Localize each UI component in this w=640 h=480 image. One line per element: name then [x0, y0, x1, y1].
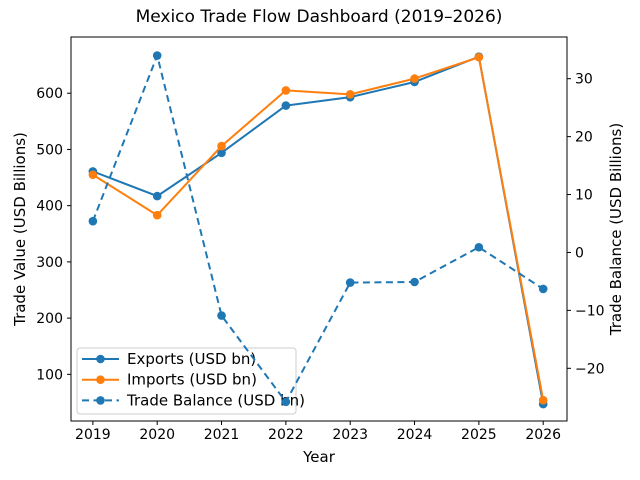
imports-usd-bn-marker: [281, 86, 291, 95]
exports-usd-bn-marker: [152, 191, 162, 201]
legend-label-trade-balance-usd-bn: Trade Balance (USD bn): [126, 391, 305, 409]
imports-usd-bn-marker: [410, 74, 419, 83]
legend-marker-trade-balance-usd-bn: [96, 396, 105, 405]
trade-balance-usd-bn-line: [91, 54, 544, 403]
x-tick-label: 2022: [268, 427, 304, 443]
trade-balance-usd-bn-marker: [410, 277, 419, 287]
y-right-axis-label: Trade Balance (USD Billions): [607, 123, 625, 336]
y-left-tick-label: 400: [36, 199, 63, 215]
y-right-tick-label: 30: [575, 72, 593, 88]
x-tick-label: 2025: [461, 427, 497, 443]
trade-balance-usd-bn-marker: [281, 397, 291, 407]
y-left-tick-label: 500: [36, 142, 63, 158]
trade-balance-usd-bn-marker: [474, 242, 484, 252]
imports-usd-bn-marker: [474, 52, 484, 62]
chart-title: Mexico Trade Flow Dashboard (2019–2026): [135, 7, 503, 27]
x-tick-label: 2023: [332, 427, 368, 443]
y-right-tick-label: 0: [575, 245, 584, 261]
trade-balance-usd-bn-marker: [345, 278, 355, 287]
axis-labels: Year Trade Value (USD Billions) Trade Bala…: [11, 123, 625, 466]
trade-balance-usd-bn-marker: [538, 284, 548, 294]
y-right-tick-label: 10: [575, 188, 593, 204]
legend-marker-exports-usd-bn: [96, 354, 105, 364]
axes-spines: [70, 36, 568, 422]
trade-balance-usd-bn-marker: [88, 216, 98, 226]
y-left-tick-label: 100: [36, 367, 63, 383]
y-left-tick-label: 600: [36, 86, 63, 102]
legend-label-exports-usd-bn: Exports (USD bn): [127, 350, 256, 368]
trade-balance-usd-bn-marker: [217, 311, 226, 320]
exports-usd-bn-marker: [281, 101, 291, 110]
axis-tick-labels: 2019 2020 2021 2022 2023 2024 2025 202610020030…: [36, 72, 604, 443]
exports-usd-bn-marker: [217, 148, 226, 158]
x-axis-label: Year: [302, 448, 336, 466]
imports-usd-bn-series: [88, 52, 548, 405]
trade-balance-usd-bn-marker: [152, 51, 162, 60]
y-left-tick-label: 300: [36, 255, 63, 271]
imports-usd-bn-marker: [345, 90, 355, 99]
y-left-axis-label: Trade Value (USD Billions): [11, 132, 29, 327]
legend-marker-imports-usd-bn: [96, 375, 105, 385]
y-right-tick-label: −20: [575, 361, 605, 377]
imports-usd-bn-marker: [88, 170, 98, 180]
legend: Exports (USD bn) Imports (USD bn) Trade Ba…: [76, 347, 305, 415]
imports-usd-bn-marker: [217, 141, 226, 151]
x-tick-label: 2026: [525, 427, 561, 443]
imports-usd-bn-marker: [152, 210, 162, 220]
x-tick-label: 2020: [139, 427, 175, 443]
x-tick-label: 2024: [397, 427, 433, 443]
x-tick-label: 2019: [75, 427, 111, 443]
imports-usd-bn-line: [92, 56, 545, 401]
y-right-tick-label: 20: [575, 130, 593, 146]
axis-ticks: [67, 78, 571, 425]
x-tick-label: 2021: [204, 427, 240, 443]
legend-label-imports-usd-bn: Imports (USD bn): [127, 371, 257, 389]
imports-usd-bn-marker: [538, 395, 548, 405]
y-left-tick-label: 200: [36, 311, 63, 327]
trade-balance-usd-bn-series: [88, 51, 548, 407]
y-right-tick-label: −10: [575, 303, 605, 319]
